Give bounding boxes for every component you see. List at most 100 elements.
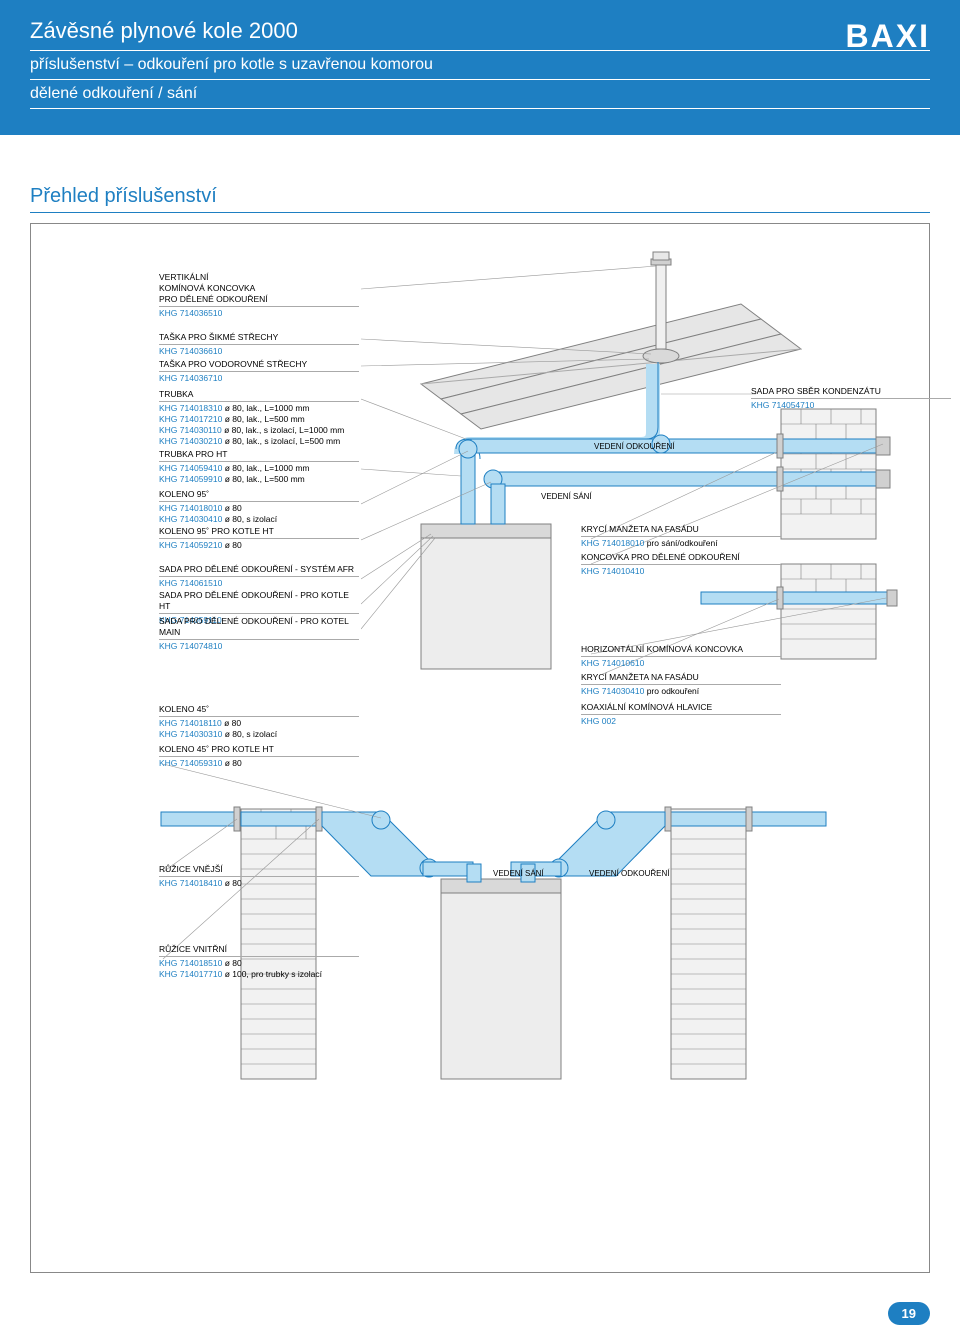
label-title: VERTIKÁLNÍ KOMÍNOVÁ KONCOVKA PRO DĚLENÉ … — [159, 272, 359, 307]
label-group-g4: TRUBKAKHG 714018310 ø 80, lak., L=1000 m… — [159, 389, 359, 447]
part-spec: ø 80, lak., L=1000 mm — [222, 463, 309, 473]
part-spec: ø 80 — [222, 540, 241, 550]
part-spec: ø 80, lak., L=1000 mm — [222, 403, 309, 413]
label-row: KHG 002 — [581, 716, 781, 727]
label-row: KHG 714036510 — [159, 308, 359, 319]
label-row: KHG 714010410 — [581, 566, 781, 577]
label-group-g5: TRUBKA PRO HTKHG 714059410 ø 80, lak., L… — [159, 449, 359, 485]
label-group-g12: KOLENO 45˚ PRO KOTLE HTKHG 714059310 ø 8… — [159, 744, 359, 769]
part-code: KHG 714030210 — [159, 436, 222, 446]
label-group-g10: SADA PRO DĚLENÉ ODKOUŘENÍ - PRO KOTEL MA… — [159, 616, 359, 652]
part-spec: ø 80 — [222, 878, 241, 888]
label-row: KHG 714018110 ø 80 — [159, 718, 359, 729]
label-row: KHG 714018510 ø 80 — [159, 958, 359, 969]
label-group-r6: KOAXIÁLNÍ KOMÍNOVÁ HLAVICEKHG 002 — [581, 702, 781, 727]
part-code: KHG 714018310 — [159, 403, 222, 413]
part-spec: ø 80, lak., L=500 mm — [222, 474, 304, 484]
part-code: KHG 714010610 — [581, 658, 644, 668]
label-group-g2: TAŠKA PRO ŠIKMÉ STŘECHYKHG 714036610 — [159, 332, 359, 357]
diagram-annotation: VEDENÍ SÁNÍ — [541, 492, 592, 501]
label-title: SADA PRO DĚLENÉ ODKOUŘENÍ - PRO KOTEL MA… — [159, 616, 359, 640]
label-title: KOAXIÁLNÍ KOMÍNOVÁ HLAVICE — [581, 702, 781, 715]
part-spec: ø 80, lak., s izolací, L=500 mm — [222, 436, 340, 446]
part-spec: ø 80 — [222, 718, 241, 728]
part-code: KHG 714061510 — [159, 578, 222, 588]
label-row: KHG 714059910 ø 80, lak., L=500 mm — [159, 474, 359, 485]
label-row: KHG 714030110 ø 80, lak., s izolací, L=1… — [159, 425, 359, 436]
label-row: KHG 714018010 pro sání/odkouření — [581, 538, 781, 549]
section-title: Přehled příslušenství — [30, 185, 930, 213]
part-code: KHG 714036510 — [159, 308, 222, 318]
part-spec: ø 80 — [222, 958, 241, 968]
part-code: KHG 714018410 — [159, 878, 222, 888]
label-title: TRUBKA PRO HT — [159, 449, 359, 462]
part-code: KHG 714059910 — [159, 474, 222, 484]
part-spec: ø 80, lak., L=500 mm — [222, 414, 304, 424]
label-row: KHG 714059310 ø 80 — [159, 758, 359, 769]
label-title: TAŠKA PRO VODOROVNÉ STŘECHY — [159, 359, 359, 372]
diagram-annotation: VEDENÍ ODKOUŘENÍ — [594, 442, 674, 451]
label-title: KOLENO 45˚ — [159, 704, 359, 717]
label-title: TRUBKA — [159, 389, 359, 402]
label-title: KRYCÍ MANŽETA NA FASÁDU — [581, 672, 781, 685]
label-row: KHG 714059210 ø 80 — [159, 540, 359, 551]
header-title: Závěsné plynové kole 2000 — [30, 18, 930, 51]
label-group-r3: KONCOVKA PRO DĚLENÉ ODKOUŘENÍKHG 7140104… — [581, 552, 781, 577]
header-sub1: příslušenství – odkouření pro kotle s uz… — [30, 51, 930, 80]
lower-diagram — [91, 764, 891, 1114]
label-row: KHG 714036710 — [159, 373, 359, 384]
label-row: KHG 714030210 ø 80, lak., s izolací, L=5… — [159, 436, 359, 447]
part-code: KHG 714018010 — [159, 503, 222, 513]
label-title: SADA PRO SBĚR KONDENZÁTU — [751, 386, 951, 399]
label-group-g7: KOLENO 95˚ PRO KOTLE HTKHG 714059210 ø 8… — [159, 526, 359, 551]
label-row: KHG 714010610 — [581, 658, 781, 669]
label-group-r5: KRYCÍ MANŽETA NA FASÁDUKHG 714030410 pro… — [581, 672, 781, 697]
label-title: SADA PRO DĚLENÉ ODKOUŘENÍ - PRO KOTLE HT — [159, 590, 359, 614]
part-spec: ø 80 — [222, 503, 241, 513]
page-number: 19 — [888, 1302, 930, 1325]
label-row: KHG 714036610 — [159, 346, 359, 357]
label-group-g11: KOLENO 45˚KHG 714018110 ø 80KHG 71403031… — [159, 704, 359, 740]
diagram-annotation: VEDENÍ SÁNÍ — [493, 869, 544, 878]
label-row: KHG 714061510 — [159, 578, 359, 589]
part-code: KHG 714030410 — [581, 686, 644, 696]
label-title: RŮŽICE VNITŘNÍ — [159, 944, 359, 957]
label-row: KHG 714054710 — [751, 400, 951, 411]
part-code: KHG 714036610 — [159, 346, 222, 356]
label-group-r1: SADA PRO SBĚR KONDENZÁTUKHG 714054710 — [751, 386, 951, 411]
label-title: KOLENO 95˚ PRO KOTLE HT — [159, 526, 359, 539]
label-title: KONCOVKA PRO DĚLENÉ ODKOUŘENÍ — [581, 552, 781, 565]
label-title: RŮŽICE VNĚJŠÍ — [159, 864, 359, 877]
label-row: KHG 714030410 ø 80, s izolací — [159, 514, 359, 525]
part-code: KHG 002 — [581, 716, 616, 726]
label-group-r2: KRYCÍ MANŽETA NA FASÁDUKHG 714018010 pro… — [581, 524, 781, 549]
label-title: KOLENO 45˚ PRO KOTLE HT — [159, 744, 359, 757]
part-spec: ø 80, s izolací — [222, 729, 277, 739]
diagram-annotation: VEDENÍ ODKOUŘENÍ — [589, 869, 669, 878]
part-code: KHG 714074810 — [159, 641, 222, 651]
label-row: KHG 714018010 ø 80 — [159, 503, 359, 514]
label-row: KHG 714074810 — [159, 641, 359, 652]
part-code: KHG 714054710 — [751, 400, 814, 410]
label-title: KOLENO 95˚ — [159, 489, 359, 502]
label-row: KHG 714018410 ø 80 — [159, 878, 359, 889]
part-code: KHG 714036710 — [159, 373, 222, 383]
part-code: KHG 714030310 — [159, 729, 222, 739]
part-spec: pro sání/odkouření — [644, 538, 717, 548]
part-spec: ø 80 — [222, 758, 241, 768]
label-row: KHG 714030410 pro odkouření — [581, 686, 781, 697]
part-code: KHG 714018510 — [159, 958, 222, 968]
part-code: KHG 714059310 — [159, 758, 222, 768]
part-code: KHG 714010410 — [581, 566, 644, 576]
part-spec: ø 80, lak., s izolací, L=1000 mm — [222, 425, 345, 435]
brand-logo: BAXI — [846, 18, 930, 55]
part-code: KHG 714059410 — [159, 463, 222, 473]
label-row: KHG 714030310 ø 80, s izolací — [159, 729, 359, 740]
part-code: KHG 714030110 — [159, 425, 222, 435]
label-group-g6: KOLENO 95˚KHG 714018010 ø 80KHG 71403041… — [159, 489, 359, 525]
label-group-g3: TAŠKA PRO VODOROVNÉ STŘECHYKHG 714036710 — [159, 359, 359, 384]
label-row: KHG 714059410 ø 80, lak., L=1000 mm — [159, 463, 359, 474]
label-group-g14: RŮŽICE VNITŘNÍKHG 714018510 ø 80KHG 7140… — [159, 944, 359, 980]
part-code: KHG 714059210 — [159, 540, 222, 550]
part-code: KHG 714018010 — [581, 538, 644, 548]
